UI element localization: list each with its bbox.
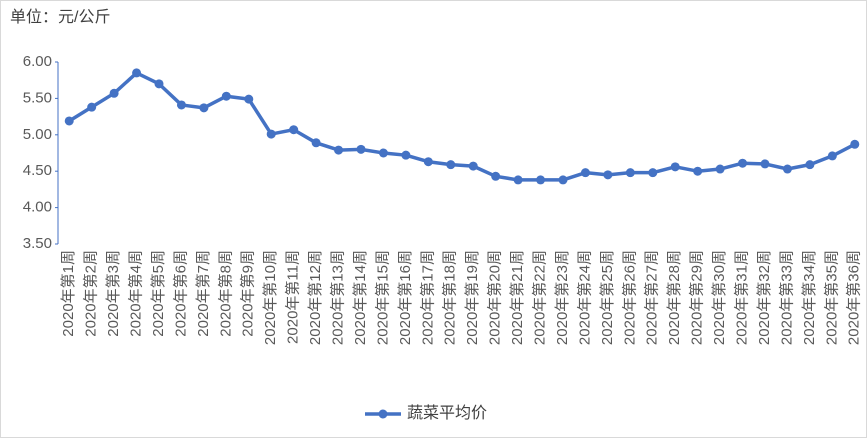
point [109,88,119,98]
x-tick-label: 2020年第28周 [665,250,683,345]
point [334,145,344,155]
point [132,68,142,78]
point [603,170,613,180]
x-tick-label: 2020年第15周 [373,250,391,345]
point [670,162,680,172]
point [64,116,74,126]
x-tick-label: 2020年第31周 [733,250,751,345]
point [625,168,635,178]
x-tick-label: 2020年第23周 [553,250,571,345]
x-tick-label: 2020年第16周 [396,250,414,345]
y-tick-label: 5.50 [23,89,52,106]
point [805,160,815,170]
x-tick-label: 2020年第35周 [822,250,840,345]
point [401,150,411,160]
x-tick-label: 2020年第12周 [306,250,324,345]
x-tick-label: 2020年第10周 [261,250,279,345]
x-tick-label: 2020年第8周 [216,250,234,337]
x-tick-label: 2020年第36周 [845,250,863,345]
point [580,168,590,178]
x-tick-label: 2020年第34周 [800,250,818,345]
point [513,175,523,185]
point [176,100,186,110]
x-tick-label: 2020年第3周 [104,250,122,337]
point [558,175,568,185]
unit-label: 单位：元/公斤 [10,8,110,26]
x-tick-label: 2020年第11周 [284,250,302,344]
x-tick-label: 2020年第2周 [82,250,100,337]
x-tick-label: 2020年第26周 [620,250,638,345]
point [87,102,97,112]
point [221,91,231,101]
point [648,168,658,178]
point [491,171,501,181]
point [536,175,546,185]
point [356,144,366,154]
x-tick-label: 2020年第29周 [688,250,706,345]
point [782,164,792,174]
x-tick-label: 2020年第32周 [755,250,773,345]
x-tick-label: 2020年第7周 [194,250,212,337]
x-tick-label: 2020年第33周 [777,250,795,345]
x-tick-label: 2020年第19周 [463,250,481,345]
x-tick-label: 2020年第9周 [239,250,257,337]
x-tick-label: 2020年第24周 [575,250,593,345]
y-tick-label: 4.50 [23,162,52,179]
point [266,129,276,139]
point [850,139,860,149]
point [311,138,321,148]
point [199,103,209,113]
x-tick-label: 2020年第1周 [59,250,77,337]
point [738,158,748,168]
x-tick-label: 2020年第20周 [486,250,504,345]
point [378,148,388,158]
x-tick-label: 2020年第18周 [441,250,459,345]
point [289,125,299,135]
point [760,159,770,169]
x-tick-label: 2020年第13周 [329,250,347,345]
x-tick-label: 2020年第22周 [531,250,549,345]
legend-label: 蔬菜平均价 [407,404,487,422]
x-tick-label: 2020年第21周 [508,250,526,345]
legend-marker [378,409,388,419]
x-tick-label: 2020年第30周 [710,250,728,345]
point [827,151,837,161]
point [715,164,725,174]
point [244,94,254,104]
point [693,166,703,176]
point [154,79,164,89]
point [423,157,433,167]
x-tick-label: 2020年第25周 [598,250,616,345]
y-tick-label: 3.50 [23,235,52,252]
y-tick-label: 4.00 [23,199,52,216]
x-tick-label: 2020年第17周 [418,250,436,345]
point [468,161,478,171]
x-tick-label: 2020年第14周 [351,250,369,345]
x-tick-label: 2020年第5周 [149,250,167,337]
x-tick-label: 2020年第6周 [171,250,189,337]
x-tick-label: 2020年第27周 [643,250,661,345]
x-tick-label: 2020年第4周 [127,250,145,337]
y-tick-label: 5.00 [23,126,52,143]
y-tick-label: 6.00 [23,53,52,70]
point [446,160,456,170]
